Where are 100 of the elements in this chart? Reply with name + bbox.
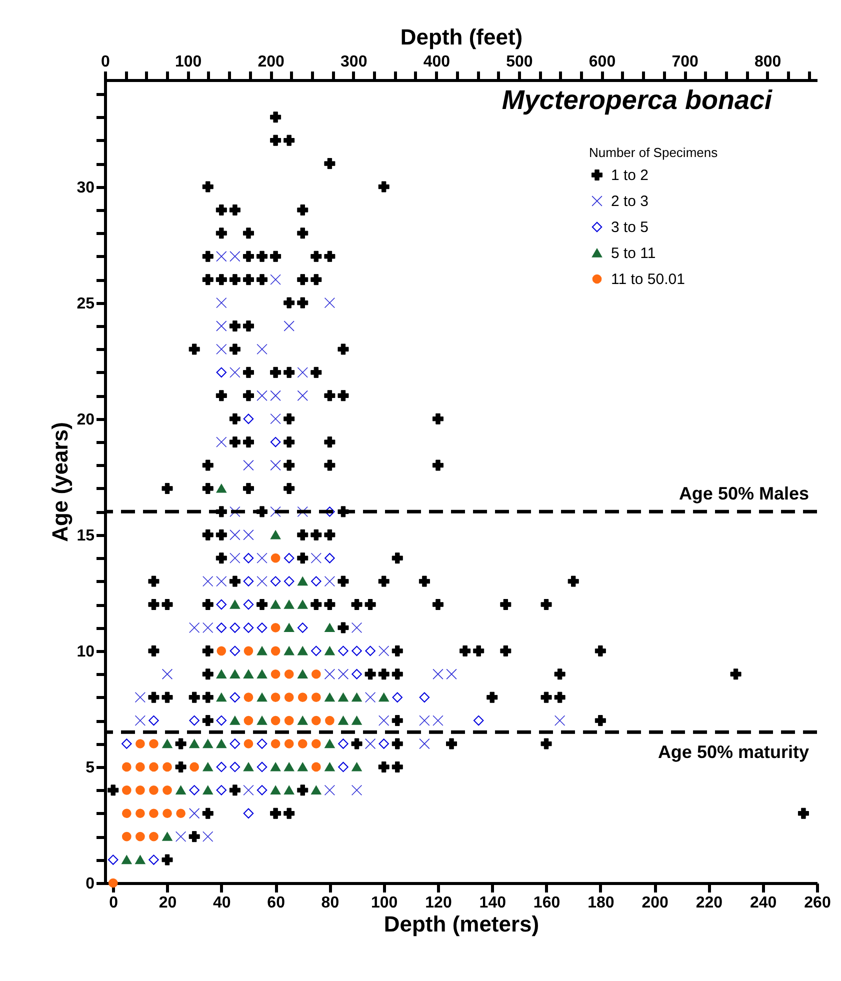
point xyxy=(149,832,158,842)
point xyxy=(108,878,118,888)
chart-title: Mycteroperca bonaci xyxy=(502,85,772,115)
point xyxy=(324,576,336,587)
point xyxy=(189,715,200,726)
point xyxy=(324,784,336,796)
point xyxy=(176,786,186,795)
x-tick-label: 80 xyxy=(321,894,340,912)
point xyxy=(284,320,294,332)
x-tick-label: 140 xyxy=(479,894,506,912)
y-tick-label: 20 xyxy=(76,411,95,428)
point xyxy=(352,762,362,772)
point xyxy=(243,599,254,610)
point xyxy=(162,786,172,795)
point xyxy=(351,784,362,796)
point xyxy=(202,762,213,772)
point xyxy=(419,738,430,750)
x-tick-label: 60 xyxy=(267,894,286,912)
point xyxy=(189,808,200,819)
x2-axis-title: Depth (feet) xyxy=(400,24,523,50)
point xyxy=(230,367,240,378)
point xyxy=(230,762,240,772)
point xyxy=(216,436,227,448)
point xyxy=(270,460,281,471)
point xyxy=(311,692,321,702)
point xyxy=(284,692,294,702)
point xyxy=(338,716,348,725)
point xyxy=(216,320,227,332)
point xyxy=(244,739,254,748)
point xyxy=(244,716,254,726)
point xyxy=(216,785,227,796)
point xyxy=(202,831,214,842)
point xyxy=(311,576,322,586)
point xyxy=(325,716,334,726)
point xyxy=(378,715,390,726)
point xyxy=(352,716,362,725)
point xyxy=(270,553,280,563)
y-tick-label: 15 xyxy=(76,527,95,544)
point xyxy=(122,832,132,842)
point xyxy=(352,692,362,702)
point xyxy=(284,552,294,564)
point xyxy=(270,390,281,401)
point xyxy=(392,692,403,702)
point xyxy=(256,762,268,772)
x2-tick-label: 500 xyxy=(506,54,533,70)
point xyxy=(230,552,240,564)
point xyxy=(297,390,308,401)
point xyxy=(202,739,213,748)
point xyxy=(162,739,172,748)
x2-tick-label: 400 xyxy=(423,54,450,70)
y-tick-label: 25 xyxy=(76,295,95,312)
point xyxy=(270,623,280,632)
point xyxy=(298,739,308,748)
point xyxy=(216,367,227,378)
x2-tick-label: 200 xyxy=(258,54,285,70)
point xyxy=(310,552,322,564)
legend-label: 2 to 3 xyxy=(611,193,649,210)
x-tick-label: 120 xyxy=(425,894,452,912)
point xyxy=(311,716,321,726)
point xyxy=(189,622,200,634)
point xyxy=(216,715,227,726)
x2-tick-label: 800 xyxy=(754,54,782,70)
legend-label: 11 to 50.01 xyxy=(611,271,685,288)
point xyxy=(419,715,430,726)
point xyxy=(136,739,145,748)
point xyxy=(162,762,172,772)
x-tick-label: 220 xyxy=(696,894,723,912)
point xyxy=(216,692,226,702)
point xyxy=(257,670,267,678)
point xyxy=(122,762,132,772)
point xyxy=(122,786,132,795)
point xyxy=(352,668,362,680)
point xyxy=(216,599,227,610)
point xyxy=(202,576,214,587)
point xyxy=(216,251,227,262)
point xyxy=(149,786,158,795)
point xyxy=(298,716,308,725)
x-tick-label: 160 xyxy=(533,894,560,912)
legend-title: Number of Specimens xyxy=(589,145,718,160)
point xyxy=(122,855,132,864)
point xyxy=(324,739,335,748)
point xyxy=(216,670,226,678)
point xyxy=(270,530,280,540)
point xyxy=(162,668,173,680)
point xyxy=(284,623,294,632)
y-axis-title: Age (years) xyxy=(48,422,73,542)
point xyxy=(324,552,335,564)
x-tick-label: 100 xyxy=(370,894,398,912)
point xyxy=(298,762,308,772)
point xyxy=(378,692,389,702)
point xyxy=(257,692,267,702)
point xyxy=(136,762,145,772)
point xyxy=(136,808,145,818)
point xyxy=(216,344,227,355)
point xyxy=(216,297,227,308)
point xyxy=(244,670,254,678)
point xyxy=(256,622,268,633)
point xyxy=(148,715,159,726)
y-tick-label: 5 xyxy=(86,759,95,776)
point xyxy=(230,738,240,749)
